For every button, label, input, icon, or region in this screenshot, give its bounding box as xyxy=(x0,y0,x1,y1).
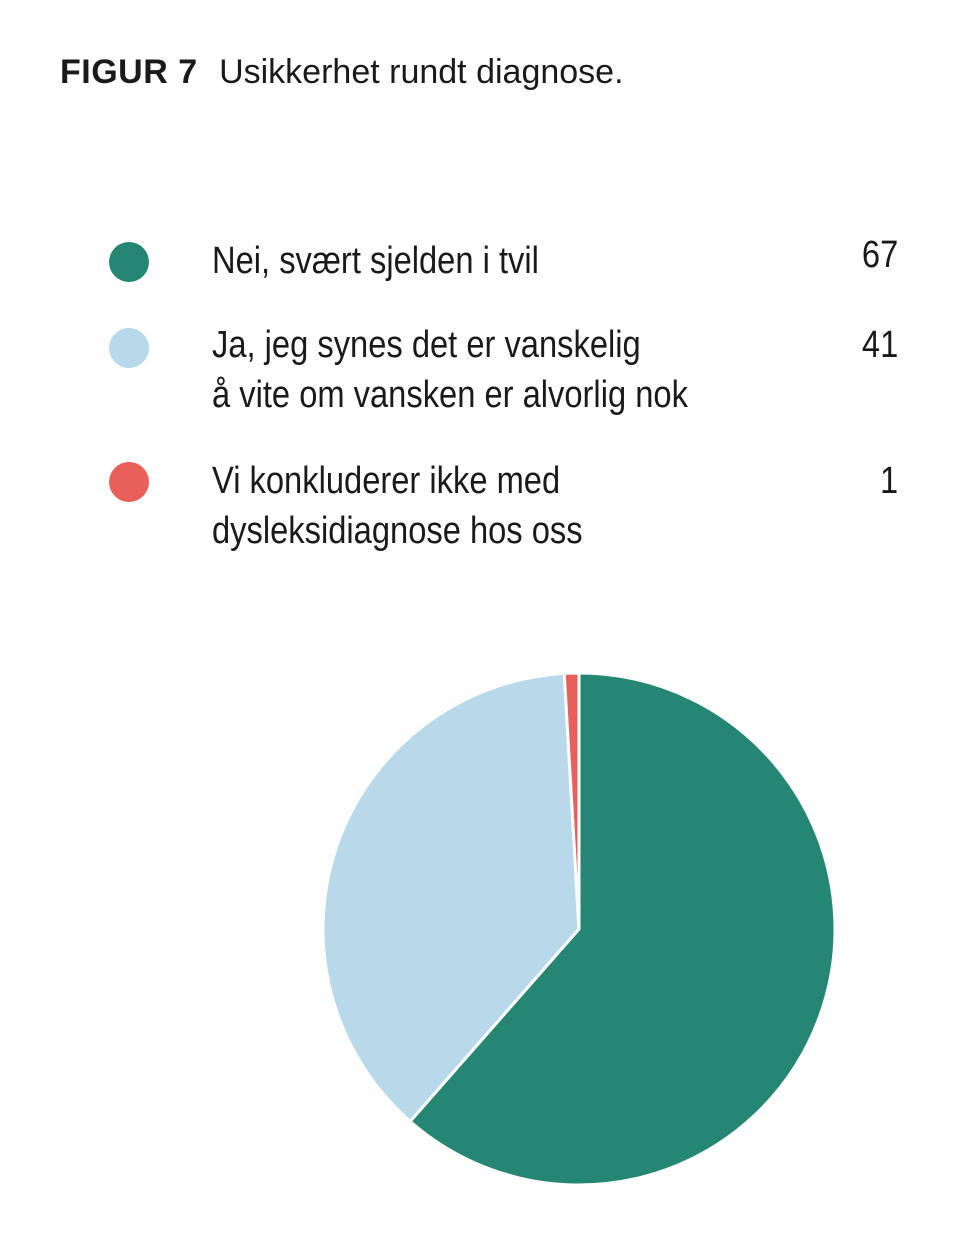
legend-value-ja: 41 xyxy=(861,324,898,366)
pie-chart xyxy=(316,666,842,1192)
legend-label-line: dysleksidiagnose hos oss xyxy=(212,510,583,552)
pie-slice-nei xyxy=(408,671,837,1187)
legend-label-line: Ja, jeg synes det er vanskelig xyxy=(212,324,641,366)
figure-label: FIGUR 7 xyxy=(60,53,198,91)
legend-value-vi: 1 xyxy=(879,460,898,502)
figure-caption: Usikkerhet rundt diagnose. xyxy=(219,53,624,91)
legend-swatch-ja xyxy=(109,328,149,368)
legend-label-line: å vite om vansken er alvorlig nok xyxy=(212,374,688,416)
pie-chart-svg xyxy=(321,671,837,1187)
legend-label-line: Vi konkluderer ikke med xyxy=(212,460,561,502)
legend-swatch-nei xyxy=(109,242,149,282)
legend-label-nei: Nei, svært sjelden i tvil xyxy=(212,236,711,286)
legend-value-nei: 67 xyxy=(861,234,898,276)
legend-label-vi: Vi konkluderer ikke med dysleksidiagnose… xyxy=(212,456,711,556)
legend-swatch-vi xyxy=(109,462,149,502)
pie-slice-ja xyxy=(321,671,581,1123)
pie-slice-vi xyxy=(562,671,581,931)
figure-title: FIGUR 7 Usikkerhet rundt diagnose. xyxy=(60,52,624,92)
legend-label-ja: Ja, jeg synes det er vanskelig å vite om… xyxy=(212,320,711,420)
legend-label-line: Nei, svært sjelden i tvil xyxy=(212,240,539,282)
